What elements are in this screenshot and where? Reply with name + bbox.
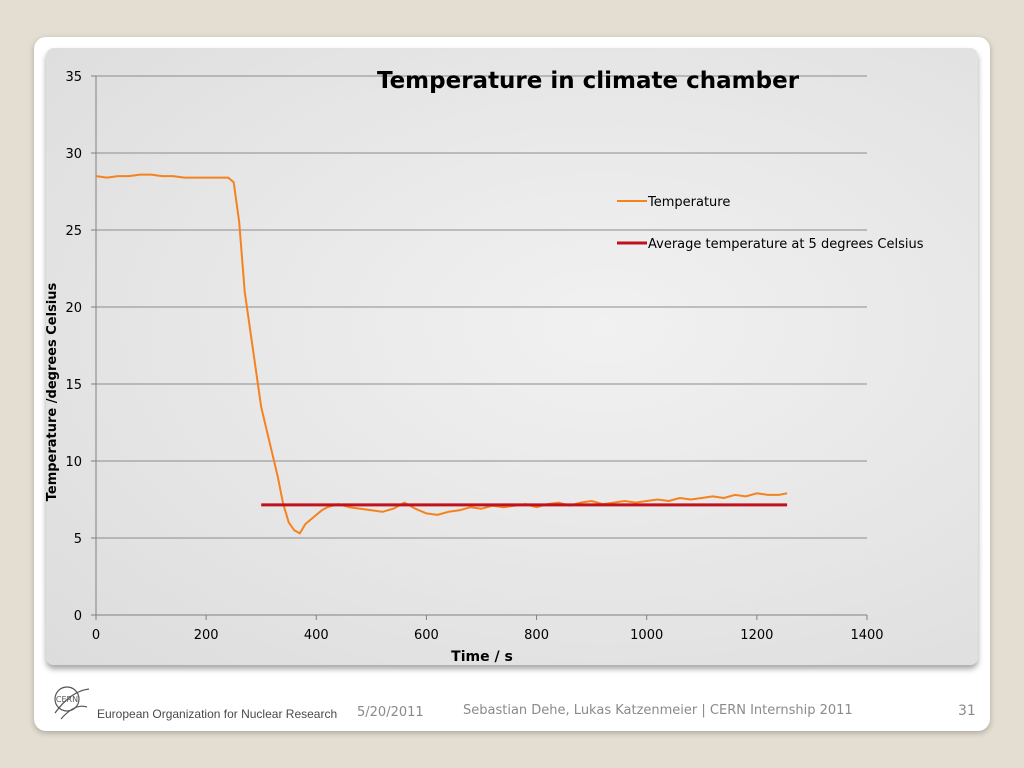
axis-layer: 0 5 10 15 20 25 30 35 0 200 400 600 800 1000 1200 1400 [65,70,883,643]
y-tick-label: 0 [74,609,82,624]
legend-label-temperature: Temperature [647,195,730,210]
x-tick-label: 1200 [740,628,773,643]
series-line-temperature [95,173,788,535]
footer-credit: Sebastian Dehe, Lukas Katzenmeier | CERN… [463,703,853,718]
y-tick-label: 20 [65,301,82,316]
y-axis-title: Temperature /degrees Celsius [46,282,60,501]
y-tick-label: 15 [65,378,82,393]
y-tick-label: 30 [65,147,82,162]
chart-title: Temperature in climate chamber [377,68,800,94]
y-tick-label: 25 [65,224,82,239]
x-tick-label: 1400 [850,628,883,643]
cern-logo: CERN [54,686,90,720]
grid-layer [96,75,867,539]
x-tick-label: 200 [194,628,219,643]
legend: Temperature Average temperature at 5 deg… [617,195,924,252]
x-tick-label: 400 [304,628,329,643]
x-tick-label: 600 [414,628,439,643]
y-tick-label: 35 [65,70,82,85]
footer-organization: European Organization for Nuclear Resear… [97,707,338,721]
x-tick-label: 1000 [630,628,663,643]
legend-label-average: Average temperature at 5 degrees Celsius [648,237,924,252]
y-tick-label: 10 [65,455,82,470]
footer-page-number: 31 [958,703,976,719]
cern-logo-text: CERN [56,695,78,704]
x-tick-label: 800 [524,628,549,643]
footer-date: 5/20/2011 [357,705,424,720]
y-tick-label: 5 [74,532,82,547]
series-layer [95,173,788,535]
chart-panel: 0 5 10 15 20 25 30 35 0 200 400 600 800 1000 1200 1400 … [46,48,978,665]
x-tick-label: 0 [92,628,100,643]
x-axis-title: Time / s [451,649,513,665]
